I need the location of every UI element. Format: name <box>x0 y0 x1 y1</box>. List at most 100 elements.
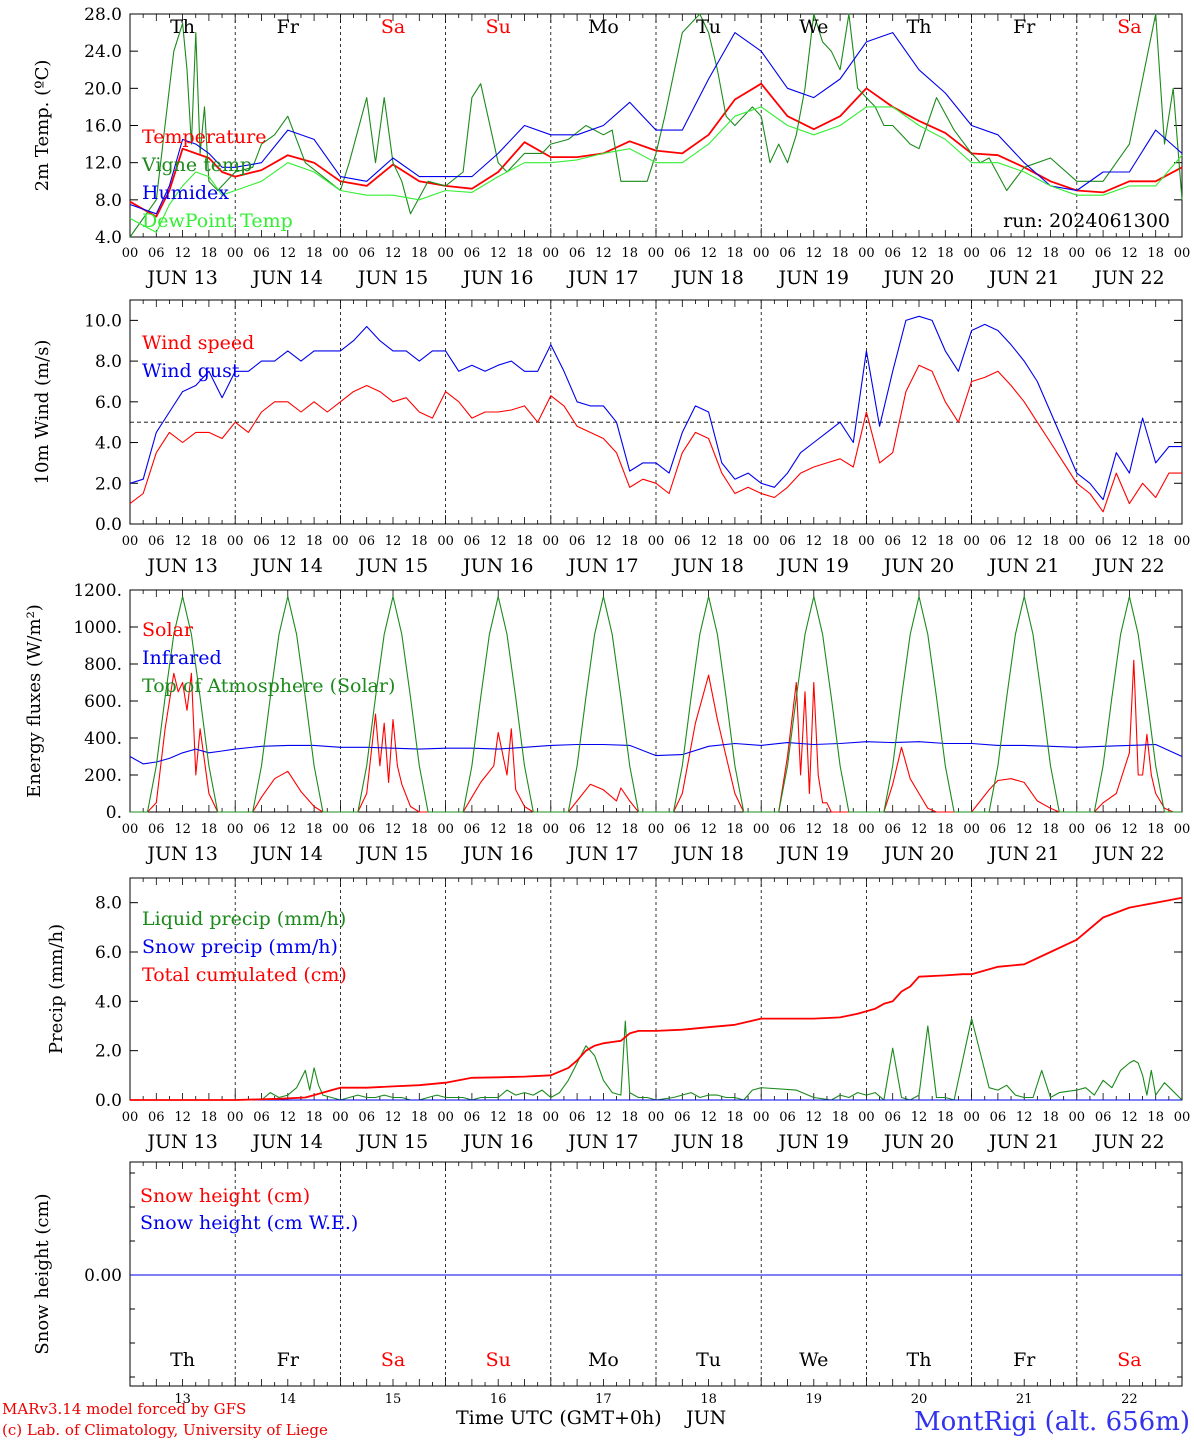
hour-tick-label: 18 <box>937 822 954 837</box>
hour-tick-label: 00 <box>437 822 454 837</box>
weekday-label: We <box>799 16 828 38</box>
weekday-label: Fr <box>277 16 300 38</box>
series-line-humidex <box>129 32 1183 215</box>
hour-tick-label: 12 <box>280 1110 297 1125</box>
weekday-label: Sa <box>381 16 405 38</box>
panel-2: 0.0 2.0 4.0 6.0 8.0 10.0 10m Wind (m/s) Wind sp… <box>32 299 1190 577</box>
hour-tick-label: 00 <box>122 246 139 261</box>
date-label: JUN 22 <box>1092 843 1164 865</box>
y-tick-label: 800. <box>84 655 122 675</box>
hour-tick-label: 18 <box>1042 822 1059 837</box>
hour-tick-label: 00 <box>1069 822 1086 837</box>
date-label: JUN 17 <box>566 1131 638 1153</box>
day-number-label: 19 <box>806 1392 823 1407</box>
credit-model: MARv3.14 model forced by GFS <box>2 1400 246 1418</box>
date-label: JUN 17 <box>566 843 638 865</box>
hour-tick-label: 00 <box>543 534 560 549</box>
date-label: JUN 18 <box>671 267 743 289</box>
hour-tick-label: 12 <box>1121 246 1138 261</box>
date-label: JUN 14 <box>251 555 323 577</box>
hour-tick-label: 18 <box>621 1110 638 1125</box>
day-number-label: 13 <box>174 1392 191 1407</box>
hour-tick-label: 18 <box>1042 1110 1059 1125</box>
date-label: JUN 17 <box>566 555 638 577</box>
date-label: JUN 14 <box>251 843 323 865</box>
day-number-label: 15 <box>385 1392 402 1407</box>
date-label: JUN 13 <box>145 1131 217 1153</box>
x-axis-title: Time UTC (GMT+0h) <box>456 1407 662 1429</box>
hour-tick-label: 18 <box>937 1110 954 1125</box>
hour-tick-label: 00 <box>753 534 770 549</box>
hour-tick-label: 18 <box>411 1110 428 1125</box>
hour-tick-label: 18 <box>306 246 323 261</box>
date-label: JUN 13 <box>145 267 217 289</box>
y-tick-label: 4.0 <box>95 992 122 1012</box>
series-line-wind-speed <box>129 364 1182 513</box>
hour-tick-label: 06 <box>990 822 1007 837</box>
date-label: JUN 21 <box>987 267 1059 289</box>
hour-tick-label: 06 <box>464 246 481 261</box>
hour-tick-label: 06 <box>1095 534 1112 549</box>
hour-tick-label: 18 <box>621 822 638 837</box>
weekday-label: We <box>799 1349 828 1371</box>
weekday-label: Mo <box>588 16 619 38</box>
hour-tick-label: 18 <box>727 822 744 837</box>
date-label: JUN 14 <box>251 1131 323 1153</box>
y-tick-label: 200. <box>84 766 122 786</box>
hour-tick-label: 06 <box>779 822 796 837</box>
hour-tick-label: 12 <box>911 822 928 837</box>
hour-tick-label: 06 <box>674 246 691 261</box>
y-axis-label: 2m Temp. (ºC) <box>32 60 53 192</box>
date-label: JUN 16 <box>461 843 533 865</box>
legend-entry: Snow height (cm) <box>140 1185 310 1207</box>
hour-tick-label: 12 <box>385 246 402 261</box>
hour-tick-label: 00 <box>1069 246 1086 261</box>
legend-entry: Vigne temp <box>141 154 252 176</box>
date-label: JUN 21 <box>987 1131 1059 1153</box>
date-label: JUN 21 <box>987 555 1059 577</box>
plot-frame <box>129 299 1183 525</box>
legend-entry: Humidex <box>142 182 229 204</box>
day-number-label: 17 <box>595 1392 612 1407</box>
hour-tick-label: 18 <box>832 534 849 549</box>
hour-tick-label: 00 <box>543 822 560 837</box>
hour-tick-label: 00 <box>227 1110 244 1125</box>
date-label: JUN 22 <box>1092 1131 1164 1153</box>
hour-tick-label: 18 <box>516 246 533 261</box>
hour-tick-label: 00 <box>437 1110 454 1125</box>
hour-tick-label: 12 <box>1016 534 1033 549</box>
series-line-infrared <box>129 741 1183 765</box>
date-label: JUN 19 <box>777 555 849 577</box>
hour-tick-label: 12 <box>385 1110 402 1125</box>
legend-entry: Wind speed <box>142 332 254 354</box>
legend-entry: Snow precip (mm/h) <box>142 936 338 958</box>
y-tick-label: 0.0 <box>95 515 122 535</box>
hour-tick-label: 12 <box>700 246 717 261</box>
hour-tick-label: 18 <box>516 822 533 837</box>
hour-tick-label: 06 <box>464 1110 481 1125</box>
hour-tick-label: 06 <box>1095 246 1112 261</box>
hour-tick-label: 06 <box>779 246 796 261</box>
hour-tick-label: 18 <box>1147 1110 1164 1125</box>
date-label: JUN 20 <box>882 843 954 865</box>
y-tick-label: 12.0 <box>84 154 122 174</box>
series-line-temperature <box>129 82 1183 218</box>
hour-tick-label: 12 <box>490 1110 507 1125</box>
hour-tick-label: 18 <box>832 246 849 261</box>
hour-tick-label: 18 <box>1147 822 1164 837</box>
hour-tick-label: 00 <box>437 246 454 261</box>
day-number-label: 16 <box>490 1392 507 1407</box>
hour-tick-label: 12 <box>806 1110 823 1125</box>
date-label: JUN 15 <box>356 1131 428 1153</box>
hour-tick-label: 18 <box>621 246 638 261</box>
hour-tick-label: 18 <box>937 534 954 549</box>
hour-tick-label: 06 <box>779 1110 796 1125</box>
hour-tick-label: 06 <box>884 822 901 837</box>
hour-tick-label: 12 <box>1121 534 1138 549</box>
credit-lab: (c) Lab. of Climatology, University of L… <box>2 1421 328 1439</box>
date-label: JUN 15 <box>356 843 428 865</box>
date-label: JUN 19 <box>777 267 849 289</box>
y-tick-label: 0.0 <box>95 1091 122 1111</box>
legend-entry: Solar <box>142 619 194 641</box>
